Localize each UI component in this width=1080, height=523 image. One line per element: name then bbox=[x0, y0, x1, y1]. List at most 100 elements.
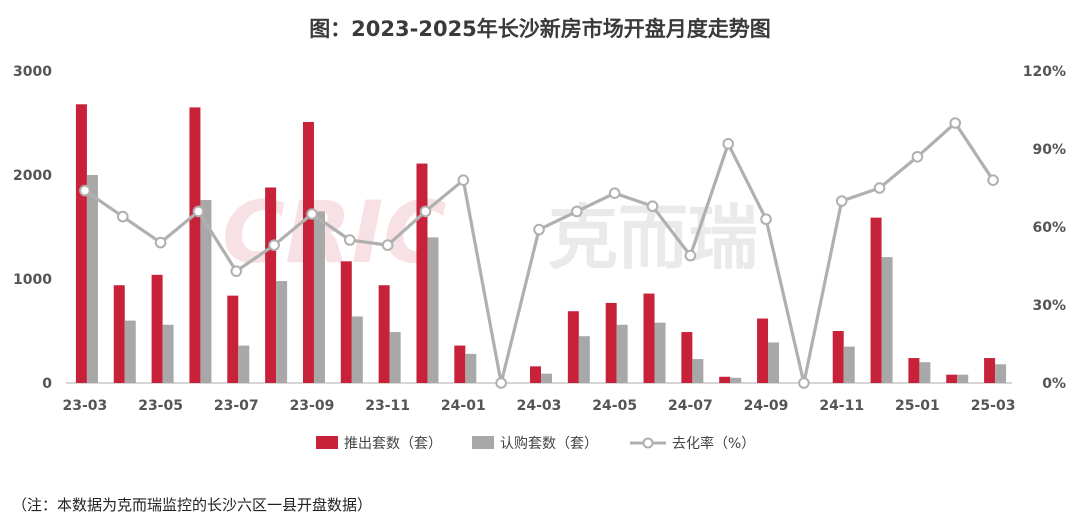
rate-point bbox=[835, 195, 848, 207]
rate-point bbox=[684, 249, 697, 262]
subscribed-units-bar bbox=[995, 364, 1007, 383]
y-right-tick-label: 120% bbox=[1023, 64, 1066, 80]
launched-units-bar bbox=[340, 261, 352, 383]
x-tick-label: 24-11 bbox=[819, 398, 864, 414]
rate-point bbox=[533, 223, 545, 236]
watermark: CRIC 克而瑞 bbox=[222, 183, 758, 283]
x-tick-label: 24-03 bbox=[517, 398, 562, 414]
launched-units-bar bbox=[567, 311, 579, 383]
x-tick-label: 24-07 bbox=[668, 398, 713, 414]
x-tick-label: 23-07 bbox=[214, 398, 259, 414]
rate-point bbox=[571, 205, 583, 218]
rate-point bbox=[495, 377, 507, 389]
launched-units-bar bbox=[113, 285, 125, 383]
launched-units-bar bbox=[151, 274, 163, 383]
y-left-tick-label: 2000 bbox=[13, 168, 52, 184]
x-tick-label: 23-03 bbox=[63, 398, 108, 414]
rate-point bbox=[116, 210, 129, 223]
launched-units-bar bbox=[643, 293, 655, 383]
y-right-tick-label: 0% bbox=[1042, 376, 1066, 392]
y-right-tick-label: 90% bbox=[1032, 142, 1066, 158]
x-tick-label: 23-05 bbox=[138, 398, 183, 414]
rate-point bbox=[987, 174, 999, 186]
x-tick-label: 23-09 bbox=[290, 398, 335, 414]
rate-point bbox=[722, 138, 735, 150]
rate-point bbox=[798, 377, 810, 389]
subscribed-units-bar bbox=[919, 362, 931, 383]
rate-point bbox=[79, 184, 91, 197]
x-tick-label: 23-11 bbox=[365, 398, 410, 414]
legend: 推出套数（套） 认购套数（套） 去化率（%） bbox=[316, 435, 755, 452]
subscribed-units-bar bbox=[465, 353, 477, 383]
launched-units-bar bbox=[530, 366, 541, 383]
launched-units-bar bbox=[832, 331, 844, 383]
rate-point bbox=[344, 234, 356, 246]
rate-point bbox=[154, 236, 167, 249]
legend-swatch-launched bbox=[316, 436, 338, 449]
chart-title: 图：2023-2025年长沙新房市场开盘月度走势图 bbox=[309, 17, 771, 41]
y-left-tick-label: 3000 bbox=[13, 64, 52, 80]
subscribed-units-bar bbox=[200, 199, 212, 383]
rate-point bbox=[646, 200, 659, 212]
subscribed-units-bar bbox=[843, 346, 855, 383]
x-tick-label: 24-01 bbox=[441, 398, 486, 414]
launched-units-bar bbox=[946, 374, 958, 383]
subscribed-units-bar bbox=[616, 324, 628, 383]
bars bbox=[75, 104, 1007, 384]
rate-point bbox=[949, 117, 962, 129]
legend-swatch-subscribed bbox=[472, 436, 494, 449]
launched-units-bar bbox=[757, 318, 769, 383]
rate-point bbox=[873, 182, 886, 194]
launched-units-bar bbox=[265, 187, 277, 383]
rate-point bbox=[608, 187, 621, 199]
rate-line bbox=[79, 117, 999, 389]
watermark-latin: CRIC bbox=[222, 183, 446, 283]
subscribed-units-bar bbox=[578, 336, 590, 383]
x-tick-label: 24-05 bbox=[592, 398, 637, 414]
launched-units-bar bbox=[681, 332, 693, 383]
launched-units-bar bbox=[605, 302, 617, 383]
launched-units-bar bbox=[378, 285, 390, 383]
subscribed-units-bar bbox=[124, 320, 136, 383]
launched-units-bar bbox=[454, 345, 466, 383]
rate-point bbox=[457, 174, 470, 186]
launched-units-bar bbox=[75, 104, 87, 383]
rate-point bbox=[306, 208, 318, 220]
x-tick-label: 25-01 bbox=[895, 398, 940, 414]
legend-marker-rate bbox=[642, 437, 654, 449]
rate-point bbox=[419, 205, 432, 218]
rate-point bbox=[381, 239, 394, 251]
launched-units-bar bbox=[719, 376, 731, 383]
y-right-tick-label: 60% bbox=[1032, 220, 1066, 236]
subscribed-units-bar bbox=[389, 332, 401, 383]
rate-point bbox=[760, 213, 772, 225]
launched-units-bar bbox=[908, 358, 920, 383]
subscribed-units-bar bbox=[276, 281, 288, 383]
rate-point bbox=[230, 265, 243, 278]
y-left-tick-label: 1000 bbox=[13, 272, 52, 288]
subscribed-units-bar bbox=[881, 257, 893, 383]
footnote: （注：本数据为克而瑞监控的长沙六区一县开盘数据） bbox=[12, 496, 372, 514]
subscribed-units-bar bbox=[238, 345, 250, 383]
y-left-tick-label: 0 bbox=[42, 376, 52, 392]
rate-point bbox=[911, 151, 924, 163]
launched-units-bar bbox=[227, 295, 239, 383]
subscribed-units-bar bbox=[541, 373, 552, 383]
subscribed-units-bar bbox=[313, 211, 325, 383]
launched-units-bar bbox=[984, 358, 996, 383]
axes: 0 1000 2000 3000 0% 30% 60% 90% 120% 23-03 23-05 23… bbox=[13, 64, 1066, 414]
subscribed-units-bar bbox=[654, 322, 666, 383]
subscribed-units-bar bbox=[162, 324, 174, 383]
subscribed-units-bar bbox=[427, 237, 439, 383]
subscribed-units-bar bbox=[768, 342, 780, 383]
rate-point bbox=[268, 239, 280, 251]
legend-label-subscribed: 认购套数（套） bbox=[500, 436, 598, 452]
x-tick-label: 24-09 bbox=[744, 398, 789, 414]
subscribed-units-bar bbox=[692, 359, 704, 383]
launched-units-bar bbox=[870, 217, 882, 383]
x-tick-label: 25-03 bbox=[971, 398, 1016, 414]
launched-units-bar bbox=[416, 163, 428, 383]
launched-units-bar bbox=[189, 107, 201, 384]
legend-label-rate: 去化率（%） bbox=[672, 435, 755, 452]
